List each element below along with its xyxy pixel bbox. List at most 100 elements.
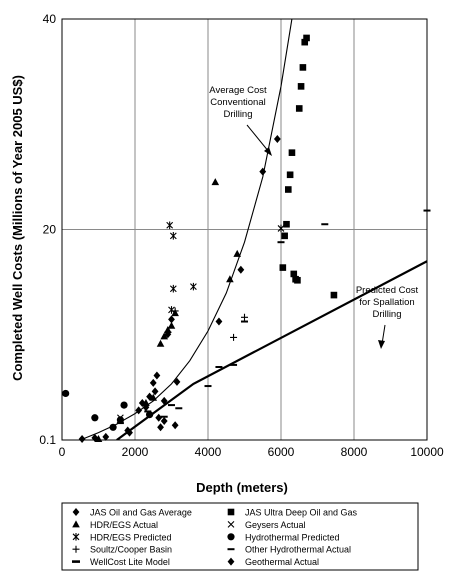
legend-marker <box>227 533 235 541</box>
legend-item-label: Geysers Actual <box>245 520 306 530</box>
legend-marker <box>72 533 80 541</box>
point-jas-ultra-deep-oil-and-gas <box>301 38 309 46</box>
point-jas-ultra-deep-oil-and-gas <box>297 83 305 90</box>
point-hdr-egs-predicted <box>169 284 177 293</box>
point-hydrothermal-predicted <box>91 414 99 422</box>
point-jas-oil-and-gas-average <box>237 265 245 274</box>
legend-marker <box>72 545 80 553</box>
point-hdr-egs-actual <box>156 339 165 347</box>
conventional-cost-curve <box>80 19 293 440</box>
point-jas-ultra-deep-oil-and-gas <box>299 64 307 71</box>
annotation-arrow-line <box>246 124 270 153</box>
annotation-arrow-head <box>264 147 272 156</box>
legend-item-label: WellCost Lite Model <box>90 557 170 567</box>
point-jas-oil-and-gas-average <box>160 396 168 405</box>
point-hdr-egs-actual <box>226 275 234 283</box>
point-jas-oil-and-gas-average <box>273 134 281 143</box>
point-jas-oil-and-gas-average <box>149 378 157 387</box>
point-jas-oil-and-gas-average <box>78 434 86 443</box>
legend-item-label: JAS Oil and Gas Average <box>90 508 192 518</box>
legend-item-label: HDR/EGS Predicted <box>90 532 172 542</box>
point-jas-ultra-deep-oil-and-gas <box>295 105 303 112</box>
annotations: Average CostConventionalDrillingPredicte… <box>209 85 419 349</box>
y-tick-label: 20 <box>43 223 57 237</box>
legend-marker <box>227 521 235 528</box>
point-soultz-cooper-basin <box>241 313 248 321</box>
curves <box>80 19 427 440</box>
point-jas-oil-and-gas-average <box>168 315 175 324</box>
annotation-conventional: Average Cost <box>209 85 267 96</box>
point-hdr-egs-actual <box>160 332 168 340</box>
y-tick-label: 40 <box>43 12 57 26</box>
point-hydrothermal-predicted <box>146 411 154 419</box>
x-tick-label: 8000 <box>341 445 368 459</box>
y-axis-title: Completed Well Costs (Millions of Year 2… <box>10 75 25 381</box>
point-hdr-egs-actual <box>94 434 103 442</box>
legend-marker <box>72 508 80 516</box>
point-geothermal-actual <box>160 416 168 425</box>
point-hydrothermal-predicted <box>120 401 128 409</box>
legend-item-label: JAS Ultra Deep Oil and Gas <box>245 508 358 518</box>
point-jas-ultra-deep-oil-and-gas <box>290 270 298 278</box>
annotation-spallation: for Spallation <box>359 297 414 308</box>
point-hydrothermal-predicted <box>62 389 70 398</box>
point-geothermal-actual <box>171 421 179 430</box>
legend-item-label: Other Hydrothermal Actual <box>245 545 351 555</box>
legend-marker <box>227 557 235 566</box>
point-jas-oil-and-gas-average <box>157 423 164 432</box>
legend-item-label: HDR/EGS Actual <box>90 520 158 530</box>
data-points <box>62 34 431 443</box>
point-jas-ultra-deep-oil-and-gas <box>330 291 338 299</box>
point-jas-ultra-deep-oil-and-gas <box>294 276 301 284</box>
point-hdr-egs-predicted <box>190 282 197 291</box>
point-geothermal-actual <box>215 317 223 326</box>
point-hdr-egs-actual <box>149 393 158 401</box>
point-geothermal-actual <box>173 377 181 386</box>
point-hdr-egs-predicted <box>169 232 177 240</box>
point-jas-ultra-deep-oil-and-gas <box>303 34 310 42</box>
legend-item-label: Soultz/Cooper Basin <box>90 545 172 555</box>
x-tick-label: 0 <box>59 445 66 459</box>
point-hdr-egs-predicted <box>277 224 285 233</box>
point-hdr-egs-actual <box>211 178 220 186</box>
point-soultz-cooper-basin <box>230 333 238 341</box>
point-hdr-egs-predicted <box>168 306 175 314</box>
grid-lines <box>62 19 427 440</box>
point-jas-ultra-deep-oil-and-gas <box>283 220 290 228</box>
point-hdr-egs-predicted <box>166 221 174 230</box>
point-jas-oil-and-gas-average <box>124 426 132 435</box>
point-jas-oil-and-gas-average <box>135 406 143 415</box>
annotation-arrow-head <box>378 340 385 349</box>
point-jas-oil-and-gas-average <box>155 413 163 422</box>
annotation-spallation: Predicted Cost <box>356 285 419 296</box>
tick-labels: 0 2000 4000 6000 8000 10000 0.1 20 40 <box>39 12 444 459</box>
x-axis-title: Depth (meters) <box>196 480 288 495</box>
legend-item-label: Geothermal Actual <box>245 557 319 567</box>
point-geothermal-actual <box>151 387 159 396</box>
plot-frame <box>61 18 428 441</box>
point-hdr-egs-actual <box>142 398 150 406</box>
point-jas-oil-and-gas-average <box>153 371 161 380</box>
point-soultz-cooper-basin <box>164 328 172 336</box>
x-tick-label: 6000 <box>268 445 295 459</box>
point-hdr-egs-actual <box>233 249 241 257</box>
spallation-cost-curve <box>116 260 427 440</box>
point-hydrothermal-predicted <box>116 416 124 424</box>
point-jas-ultra-deep-oil-and-gas <box>286 171 294 179</box>
x-tick-label: 2000 <box>122 445 149 459</box>
y-tick-label: 0.1 <box>39 433 56 447</box>
point-jas-ultra-deep-oil-and-gas <box>281 232 288 240</box>
legend: JAS Oil and Gas Average JAS Ultra Deep Oi… <box>61 502 419 571</box>
x-tick-label: 4000 <box>195 445 222 459</box>
point-geothermal-actual <box>126 428 133 437</box>
x-tick-label: 10000 <box>410 445 444 459</box>
plot-area-border <box>61 18 428 441</box>
annotation-spallation: Drilling <box>372 309 401 320</box>
point-jas-oil-and-gas-average <box>91 433 99 442</box>
point-hydrothermal-predicted <box>109 423 117 431</box>
point-jas-ultra-deep-oil-and-gas <box>285 186 292 193</box>
point-jas-oil-and-gas-average <box>102 432 110 441</box>
point-jas-ultra-deep-oil-and-gas <box>279 264 287 271</box>
annotation-conventional: Drilling <box>223 109 252 120</box>
point-hdr-egs-actual <box>167 321 176 329</box>
